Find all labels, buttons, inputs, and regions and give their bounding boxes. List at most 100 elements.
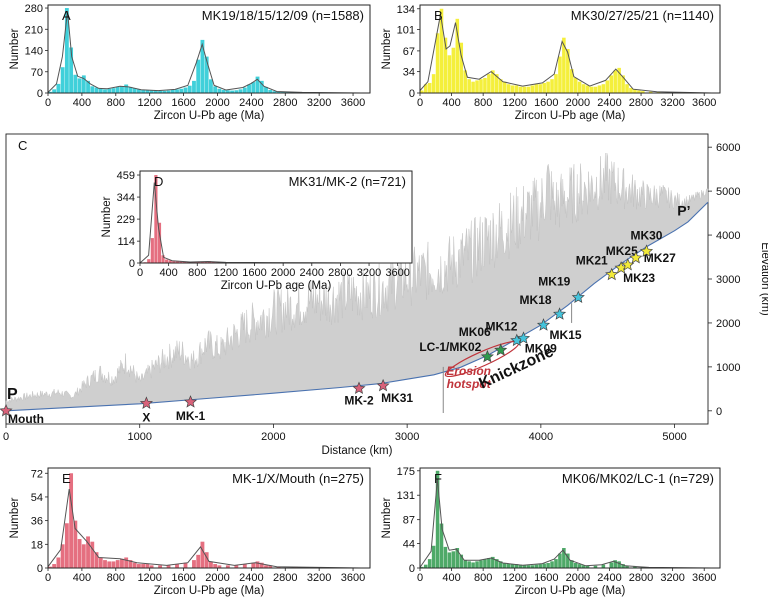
histogram-bar xyxy=(431,545,436,568)
histogram-bar xyxy=(147,259,151,263)
histogram-bar xyxy=(221,89,226,93)
histogram-bar xyxy=(601,564,606,568)
histogram-bar xyxy=(192,560,196,568)
sample-marker xyxy=(494,343,508,356)
x-tick-label: 3600 xyxy=(692,97,716,109)
x-axis-label: Zircon U-Pb age (Ma) xyxy=(221,280,332,292)
histogram-bar xyxy=(200,39,205,93)
histogram-bar xyxy=(145,90,150,93)
histogram-bar xyxy=(186,261,190,263)
histogram-bar xyxy=(518,86,523,93)
histogram-bar xyxy=(192,80,196,93)
histogram-bar xyxy=(187,85,192,93)
histogram-bar xyxy=(581,565,586,568)
histogram-bar xyxy=(200,541,205,568)
panel-letter: B xyxy=(434,8,443,23)
histogram-bar xyxy=(225,90,230,93)
histogram-bar xyxy=(609,75,614,93)
y-tick-label: 6000 xyxy=(716,142,740,154)
histogram-bar xyxy=(161,255,165,263)
histogram-bar xyxy=(558,553,562,568)
x-tick-label: 400 xyxy=(73,97,91,109)
kde-curve xyxy=(47,11,362,94)
panel-letter: D xyxy=(154,174,163,189)
histogram-bar xyxy=(69,473,74,568)
histogram-bar xyxy=(111,561,116,568)
sample-label: MK23 xyxy=(623,271,655,285)
x-tick-label: 400 xyxy=(159,267,177,279)
sample-label: LC-1/MK02 xyxy=(419,340,481,354)
x-tick-label: 2800 xyxy=(629,572,653,584)
histogram-bar xyxy=(656,91,661,93)
x-tick-label: 2000 xyxy=(566,97,590,109)
sample-label: MK25 xyxy=(606,244,638,258)
x-axis-label: Zircon U-Pb age (Ma) xyxy=(154,110,265,122)
histogram-bar xyxy=(427,82,432,93)
histogram-bar xyxy=(86,80,90,93)
x-tick-label: 0 xyxy=(3,431,9,443)
x-axis-label: Zircon U-Pb age (Ma) xyxy=(515,585,626,597)
histogram-bar xyxy=(149,90,154,93)
histogram-bar xyxy=(577,81,582,93)
histogram-bar xyxy=(495,559,499,568)
histogram-bar xyxy=(613,70,617,93)
histogram-bar xyxy=(259,562,264,568)
histogram-bar xyxy=(120,558,124,568)
histogram-bar xyxy=(423,564,428,568)
histogram-bar xyxy=(60,67,65,93)
y-tick-label: 36 xyxy=(31,516,43,528)
histogram-bar xyxy=(617,67,621,93)
histogram-bar xyxy=(570,560,574,568)
profile-end-label: P’ xyxy=(677,202,690,218)
histogram-bar xyxy=(633,89,637,93)
histogram-bar xyxy=(234,565,239,568)
histogram-bar xyxy=(251,562,256,568)
x-tick-label: 3600 xyxy=(341,97,365,109)
histogram-bar xyxy=(183,562,188,568)
histogram-bar xyxy=(255,561,260,568)
y-tick-label: 87 xyxy=(403,515,415,527)
sample-label: MK09 xyxy=(525,342,557,356)
x-tick-label: 2800 xyxy=(328,267,352,279)
plot-frame xyxy=(47,4,371,94)
y-tick-label: 2000 xyxy=(716,318,740,330)
histogram-bar xyxy=(581,84,586,93)
histogram-bar xyxy=(447,552,452,568)
sample-label: Mouth xyxy=(8,412,44,426)
histogram-bar xyxy=(132,562,137,568)
x-tick-label: 2000 xyxy=(205,97,229,109)
sample-marker xyxy=(639,244,654,257)
histogram-bar xyxy=(193,262,197,263)
histogram-bar xyxy=(542,82,546,93)
y-tick-label: 114 xyxy=(117,236,135,248)
panel-b-histogram: 0 400 800 1200 1600 2000 2400 2800 3200 3600 0 34 67… xyxy=(381,4,721,122)
x-tick-label: 0 xyxy=(417,572,423,584)
histogram-bar xyxy=(585,565,590,568)
histogram-bar xyxy=(204,552,209,568)
plot-frame xyxy=(47,467,371,569)
histogram-bar xyxy=(439,8,444,93)
histogram-bar xyxy=(145,564,150,568)
sample-label: MK15 xyxy=(550,328,582,342)
histogram-bar xyxy=(153,90,158,93)
sample-label: MK21 xyxy=(576,254,608,268)
histogram-bar xyxy=(94,552,99,568)
histogram-bar xyxy=(179,88,184,93)
histogram-bar xyxy=(196,554,201,568)
histogram-bar xyxy=(510,85,515,93)
y-tick-label: 3000 xyxy=(716,274,740,286)
histogram-bar xyxy=(190,262,194,263)
histogram-bar xyxy=(64,8,69,93)
x-tick-label: 1600 xyxy=(534,572,558,584)
histogram-bar xyxy=(272,91,277,93)
histogram-bar xyxy=(170,89,175,93)
x-axis-label: Zircon U-Pb age (Ma) xyxy=(515,110,626,122)
panel-title: MK19/18/15/12/09 (n=1588) xyxy=(202,8,364,23)
x-tick-label: 0 xyxy=(45,97,51,109)
sample-marker xyxy=(536,318,551,331)
histogram-bar xyxy=(522,565,527,568)
histogram-bar xyxy=(593,565,598,568)
x-tick-label: 400 xyxy=(442,97,460,109)
sample-label: MK19 xyxy=(538,274,570,288)
sample-label: MK18 xyxy=(520,293,552,307)
